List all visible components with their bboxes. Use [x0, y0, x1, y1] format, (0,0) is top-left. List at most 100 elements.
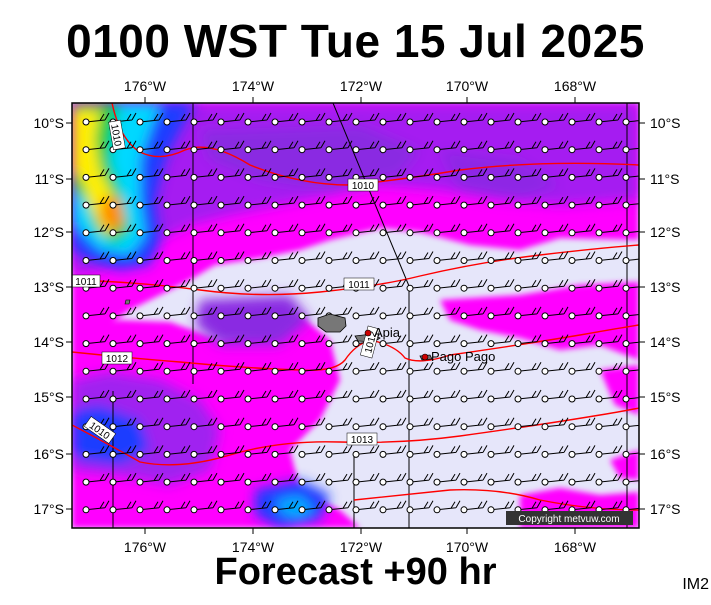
wind-barb-station — [325, 340, 333, 348]
wind-barb-station — [487, 201, 495, 209]
wind-barb-station — [541, 478, 549, 486]
lon-label-bottom: 168°W — [554, 539, 597, 555]
wind-barb-station — [136, 506, 144, 514]
wind-barb — [433, 195, 461, 209]
wind-barb-station — [298, 118, 306, 126]
wind-barb — [190, 306, 218, 320]
wind-barb-station — [271, 367, 279, 375]
wind-barb-station — [82, 395, 90, 403]
wind-barb — [217, 168, 245, 181]
wind-barb-station — [190, 450, 198, 458]
wind-barb — [82, 334, 110, 348]
wind-barb-station — [136, 395, 144, 403]
lat-label-right: 13°S — [650, 279, 681, 295]
wind-barb — [163, 306, 191, 320]
wind-barb-station — [217, 450, 225, 458]
wind-barb-station — [136, 257, 144, 264]
wind-barb — [514, 389, 542, 403]
wind-barb — [541, 223, 569, 237]
wind-barb-station — [352, 395, 360, 403]
wind-barb-station — [514, 229, 522, 237]
wind-barb — [433, 500, 461, 514]
wind-barb-station — [352, 118, 360, 126]
wind-barb-station — [595, 173, 603, 181]
wind-barb — [136, 445, 164, 458]
wind-barb-station — [568, 201, 576, 209]
wind-barb — [244, 306, 272, 320]
wind-barb-station — [406, 506, 414, 514]
wind-barb-station — [379, 506, 387, 514]
wind-barb — [568, 195, 596, 209]
wind-barb-station — [595, 201, 603, 209]
wind-barb — [271, 500, 299, 514]
wind-barb — [82, 168, 110, 181]
wind-barb — [406, 140, 434, 154]
wind-barb — [379, 306, 407, 320]
wind-barb — [163, 445, 191, 458]
wind-barb — [136, 500, 164, 514]
wind-barb-station — [541, 450, 549, 458]
wind-barb-station — [190, 340, 198, 348]
wind-barb — [298, 140, 326, 154]
wind-barb — [487, 168, 515, 181]
wind-barb-station — [514, 312, 522, 320]
wind-barb-station — [568, 173, 576, 181]
wind-barb-station — [163, 257, 171, 264]
wind-barb — [190, 140, 218, 154]
wind-barb — [271, 306, 299, 320]
wind-barb-station — [406, 201, 414, 209]
wind-barb-station — [217, 478, 225, 486]
wind-barb — [271, 334, 299, 348]
wind-barb — [379, 417, 407, 431]
wind-barb — [568, 472, 596, 486]
wind-barb-station — [298, 340, 306, 348]
wind-barb — [568, 112, 596, 126]
wind-barb — [271, 472, 299, 486]
wind-barb — [406, 251, 434, 264]
wind-barb-station — [298, 229, 306, 237]
wind-barb-station — [217, 506, 225, 514]
wind-barb — [109, 389, 137, 403]
wind-barb-station — [487, 118, 495, 126]
wind-barb-station — [352, 506, 360, 514]
wind-barb — [244, 278, 272, 292]
wind-barb-station — [487, 340, 495, 348]
wind-barb — [406, 112, 434, 126]
lat-label-left: 13°S — [33, 279, 64, 295]
wind-barb — [163, 195, 191, 209]
wind-barb-station — [379, 423, 387, 431]
wind-barb — [487, 417, 515, 431]
wind-barb-station — [514, 284, 522, 292]
wind-barb-station — [406, 229, 414, 237]
wind-barb — [82, 472, 110, 486]
wind-barb-station — [379, 340, 387, 348]
wind-barb-station — [136, 201, 144, 209]
lat-label-left: 12°S — [33, 224, 64, 240]
wind-barb-station — [244, 146, 252, 154]
lat-label-right: 17°S — [650, 501, 681, 517]
wind-barb-station — [82, 478, 90, 486]
wind-barb-station — [595, 478, 603, 486]
wind-barb-station — [244, 506, 252, 514]
wind-barb-station — [406, 340, 414, 348]
wind-barb — [82, 389, 110, 403]
wind-barb-station — [541, 257, 549, 264]
wind-barb — [568, 445, 596, 458]
wind-barb — [514, 112, 542, 126]
wind-barb-station — [352, 450, 360, 458]
wind-barb — [352, 306, 380, 320]
wind-barb — [244, 251, 272, 264]
wind-barb-station — [271, 146, 279, 154]
wind-barb — [163, 334, 191, 348]
wind-barb-station — [568, 450, 576, 458]
wind-barb-station — [460, 312, 468, 320]
wind-barb-station — [325, 173, 333, 181]
lat-label-left: 16°S — [33, 446, 64, 462]
wind-barb — [460, 306, 488, 320]
wind-barb-station — [82, 506, 90, 514]
wind-barb-station — [109, 506, 117, 514]
wind-barb-station — [487, 506, 495, 514]
wind-barb — [271, 278, 299, 292]
wind-barb — [271, 417, 299, 431]
wind-barb — [271, 362, 299, 375]
